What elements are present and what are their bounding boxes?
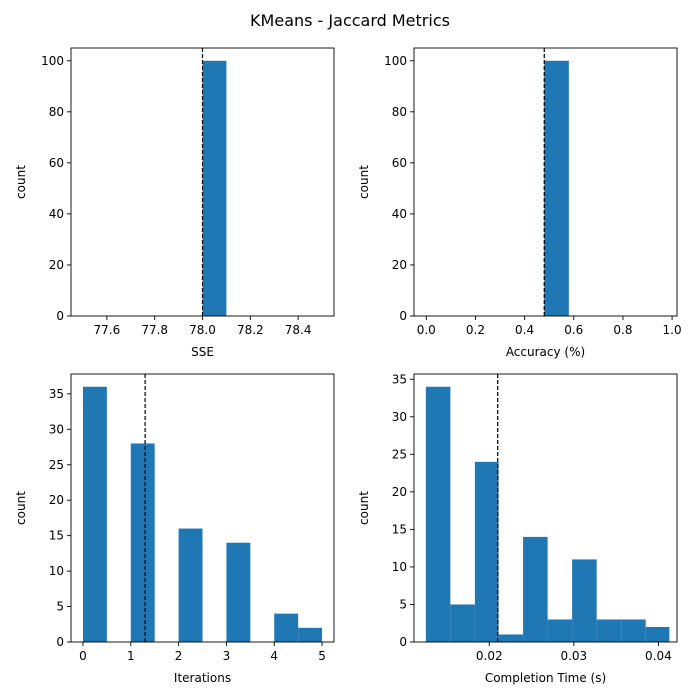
x-tick-label: 78.0 [189,323,216,337]
y-tick-label: 30 [392,410,407,424]
histogram-bar [547,619,573,642]
x-tick-label: 0.6 [564,323,583,337]
histogram-bar [523,536,548,642]
y-tick-label: 20 [392,485,407,499]
x-tick-label: 78.4 [285,323,312,337]
y-axis-label: count [14,491,28,525]
y-tick-label: 15 [49,529,64,543]
histogram-bar [82,386,107,642]
x-tick-label: 0.02 [476,649,503,663]
histogram-bar [425,386,451,642]
y-axis-label: count [357,165,371,199]
histogram-bar [498,634,524,642]
axes-frame [413,47,678,317]
y-axis-label: count [14,165,28,199]
y-tick-label: 25 [49,458,64,472]
x-tick-label: 0.03 [560,649,587,663]
y-tick-label: 10 [49,564,64,578]
y-tick-label: 0 [399,309,407,323]
x-axis-label: SSE [191,345,214,359]
y-tick-label: 100 [384,54,407,68]
histogram-bar [178,528,203,642]
y-tick-label: 5 [56,600,64,614]
y-tick-label: 10 [392,560,407,574]
accuracy-histogram: 0.0 0.2 0.4 0.6 0.8 1.0 0 20 40 60 80 100 Accuracy (… [357,47,682,359]
sse-histogram: 77.6 77.8 78.0 78.2 78.4 0 20 40 60 80 100 SSE count [14,47,335,359]
y-tick-label: 80 [49,105,64,119]
y-tick-label: 0 [399,635,407,649]
y-tick-label: 0 [56,309,64,323]
x-tick-label: 0 [79,649,87,663]
completion-time-histogram: 0.02 0.03 0.04 0 5 10 15 20 25 30 35 Completion Tim… [357,372,678,685]
y-tick-label: 5 [399,597,407,611]
x-tick-label: 78.2 [237,323,264,337]
histogram-bar [544,60,569,317]
histogram-bar [596,619,622,642]
y-tick-label: 20 [49,258,64,272]
axes-frame [413,373,678,643]
axes-frame [70,373,335,643]
x-tick-label: 0.4 [515,323,534,337]
histogram-bar [474,461,499,642]
y-tick-label: 0 [56,635,64,649]
y-tick-label: 35 [49,387,64,401]
histogram-bar [226,542,251,642]
y-tick-label: 40 [392,207,407,221]
y-tick-label: 15 [392,522,407,536]
histogram-bar [298,627,323,642]
x-tick-label: 2 [175,649,183,663]
x-tick-label: 77.6 [94,323,121,337]
x-tick-label: 77.8 [141,323,168,337]
y-tick-label: 30 [49,422,64,436]
iterations-histogram: 0 1 2 3 4 5 0 5 10 15 20 25 30 35 Iterations count [14,373,335,685]
x-axis-label: Iterations [174,671,231,685]
x-tick-label: 5 [318,649,326,663]
histogram-bar [450,604,475,642]
y-tick-label: 35 [392,372,407,386]
x-axis-label: Completion Time (s) [485,671,606,685]
x-tick-label: 1.0 [663,323,682,337]
histogram-bar [645,626,670,642]
histogram-bar [572,559,597,642]
histogram-bar [202,60,227,317]
histogram-bar [130,443,155,642]
x-tick-label: 1 [127,649,135,663]
figure-title: KMeans - Jaccard Metrics [250,11,450,30]
y-tick-label: 40 [49,207,64,221]
y-tick-label: 20 [392,258,407,272]
x-tick-label: 3 [223,649,231,663]
y-tick-label: 80 [392,105,407,119]
x-tick-label: 0.8 [613,323,632,337]
y-axis-label: count [357,491,371,525]
y-tick-label: 20 [49,493,64,507]
y-tick-label: 60 [49,156,64,170]
y-tick-label: 60 [392,156,407,170]
x-axis-label: Accuracy (%) [506,345,585,359]
y-tick-label: 100 [41,54,64,68]
histogram-bar [621,619,646,642]
y-tick-label: 25 [392,447,407,461]
x-tick-label: 0.04 [645,649,672,663]
x-tick-label: 4 [270,649,278,663]
histogram-bar [274,613,299,642]
x-tick-label: 0.2 [466,323,485,337]
x-tick-label: 0.0 [417,323,436,337]
